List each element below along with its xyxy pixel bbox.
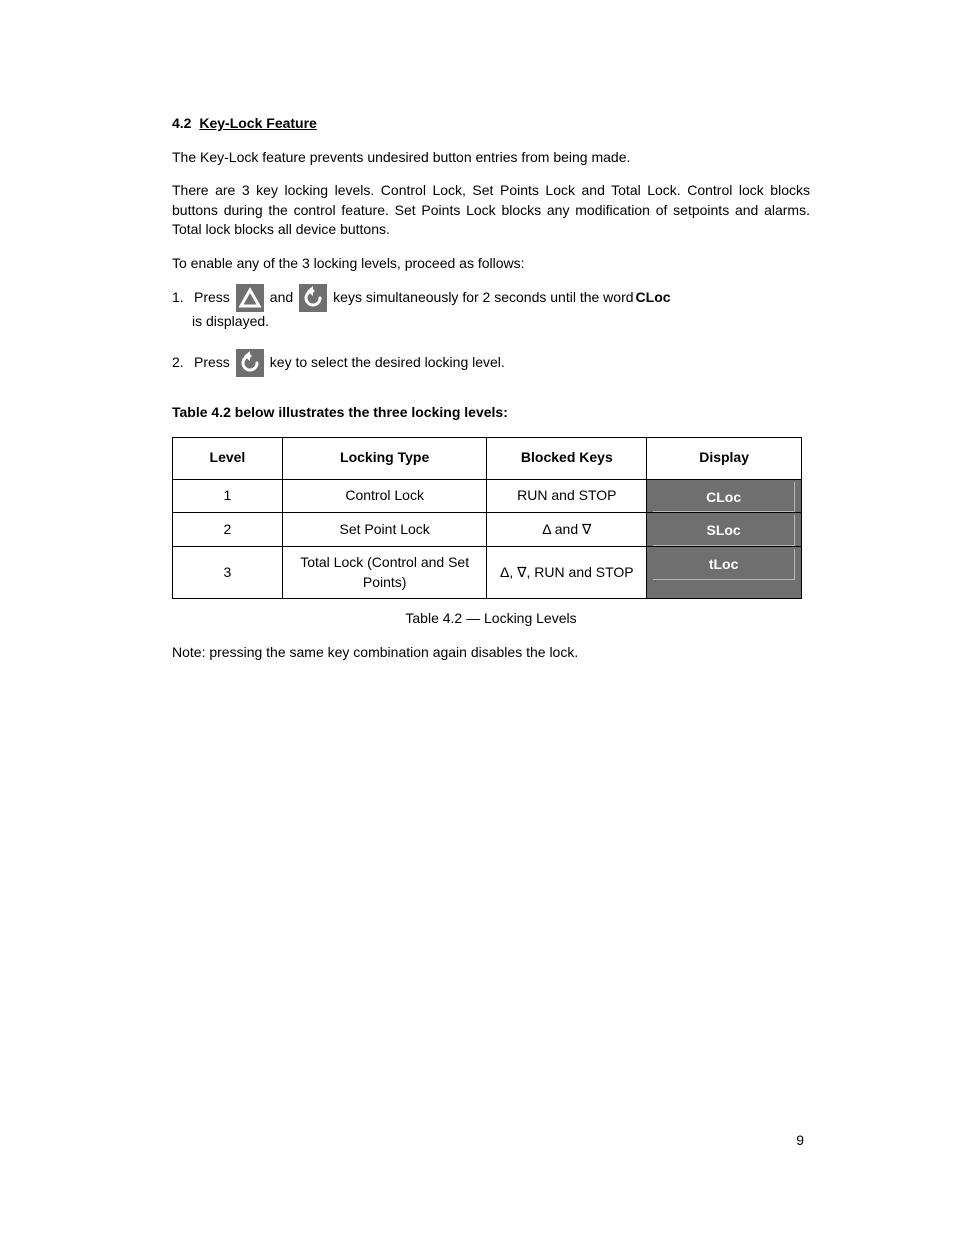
levels-paragraph: There are 3 key locking levels. Control … (172, 181, 810, 240)
cell-type: Set Point Lock (282, 513, 487, 547)
cell-display: CLoc (647, 479, 802, 513)
display-label: tLoc (653, 549, 794, 580)
postnote: Note: pressing the same key combination … (172, 643, 810, 663)
col-type: Locking Type (282, 437, 487, 479)
cell-type: Total Lock (Control and Set Points) (282, 546, 487, 598)
step-1-text-d: is displayed. (192, 312, 269, 332)
cell-keys: RUN and STOP (487, 479, 647, 513)
step-1-code: CLoc (636, 288, 671, 308)
up-triangle-icon (236, 284, 264, 312)
step-1-text-a: Press (194, 288, 230, 308)
step-1-text-c: keys simultaneously for 2 seconds until … (333, 288, 633, 308)
cell-level: 2 (173, 513, 283, 547)
section-number: 4.2 (172, 115, 191, 131)
cell-level: 3 (173, 546, 283, 598)
cell-keys: Δ, ∇, RUN and STOP (487, 546, 647, 598)
col-keys: Blocked Keys (487, 437, 647, 479)
cell-keys: Δ and ∇ (487, 513, 647, 547)
step-2: 2. Press key to select the desired locki… (172, 349, 810, 377)
undo-icon (236, 349, 264, 377)
cell-display: tLoc (647, 546, 802, 598)
step-2-number: 2. (172, 353, 192, 373)
table-caption: Table 4.2 — Locking Levels (172, 609, 810, 629)
locking-table: Level Locking Type Blocked Keys Display … (172, 437, 802, 599)
cell-type: Control Lock (282, 479, 487, 513)
cell-display: SLoc (647, 513, 802, 547)
col-level: Level (173, 437, 283, 479)
display-label: SLoc (653, 515, 794, 546)
display-sub (722, 580, 725, 598)
intro-paragraph: The Key-Lock feature prevents undesired … (172, 148, 810, 168)
section-header: 4.2 Key-Lock Feature (172, 114, 810, 134)
col-display: Display (647, 437, 802, 479)
table-row: 1 Control Lock RUN and STOP CLoc (173, 479, 802, 513)
step-2-text-a: Press (194, 353, 230, 373)
cell-level: 1 (173, 479, 283, 513)
table-row: 2 Set Point Lock Δ and ∇ SLoc (173, 513, 802, 547)
step-1-text-b: and (270, 288, 293, 308)
section-title: Key-Lock Feature (199, 115, 316, 131)
enable-intro: To enable any of the 3 locking levels, p… (172, 254, 810, 274)
step-1: 1. Press and keys simultaneously for 2 s… (172, 284, 810, 312)
table-intro: Table 4.2 below illustrates the three lo… (172, 403, 810, 423)
step-1-number: 1. (172, 288, 192, 308)
display-label: CLoc (653, 482, 794, 513)
table-row: 3 Total Lock (Control and Set Points) Δ,… (173, 546, 802, 598)
table-header-row: Level Locking Type Blocked Keys Display (173, 437, 802, 479)
page-number: 9 (796, 1131, 804, 1151)
undo-icon (299, 284, 327, 312)
step-1-cont: is displayed. (192, 312, 810, 332)
step-2-text-b: key to select the desired locking level. (270, 353, 505, 373)
